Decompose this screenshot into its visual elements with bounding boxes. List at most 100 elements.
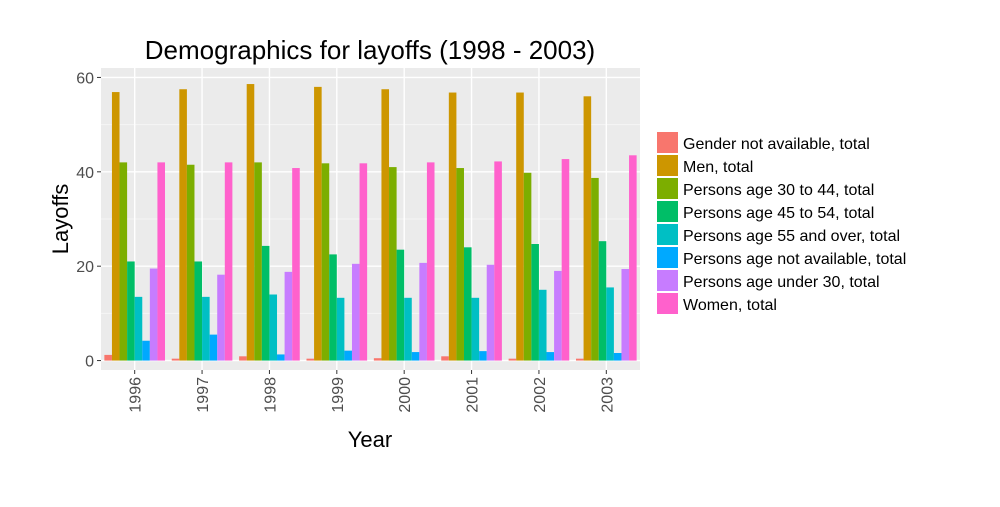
- bar: [389, 167, 397, 361]
- x-tick-label: 1998: [262, 377, 279, 413]
- y-axis-title: Layoffs: [48, 184, 73, 255]
- bar: [127, 261, 135, 361]
- bar: [246, 84, 255, 361]
- x-axis: 1996 1997 1998 1999 2000 2001 2002 2003: [128, 370, 616, 413]
- bar: [344, 350, 352, 361]
- bar: [621, 269, 630, 361]
- bar: [269, 294, 278, 361]
- bar: [224, 162, 233, 361]
- bar: [448, 92, 457, 361]
- bar: [314, 86, 322, 361]
- x-tick-label: 1999: [330, 377, 347, 413]
- y-tick-label: 0: [85, 354, 94, 371]
- bar: [613, 353, 622, 361]
- bar: [479, 351, 487, 361]
- y-axis: 0 20 40 60: [76, 70, 101, 371]
- bar: [202, 296, 210, 361]
- legend-label: Persons age 45 to 54, total: [683, 205, 874, 222]
- bar: [254, 162, 262, 361]
- bar: [463, 247, 472, 361]
- legend-key: [657, 293, 678, 314]
- legend-key: [657, 201, 678, 222]
- bar: [171, 358, 180, 361]
- legend-label: Persons age not available, total: [683, 251, 906, 268]
- bar: [351, 263, 360, 361]
- legend-key: [657, 178, 678, 199]
- bar: [142, 340, 150, 361]
- bar: [426, 162, 435, 361]
- bar: [239, 356, 247, 361]
- bar: [359, 163, 368, 361]
- bar: [329, 254, 337, 361]
- bar: [396, 249, 405, 361]
- bar: [494, 161, 502, 361]
- bar: [157, 162, 166, 361]
- bars: [104, 84, 637, 361]
- y-tick-label: 60: [76, 70, 94, 87]
- bar: [508, 358, 517, 361]
- bar: [486, 264, 495, 361]
- bar: [104, 354, 112, 361]
- bar: [606, 287, 614, 361]
- bar: [261, 245, 270, 361]
- bar: [554, 270, 562, 361]
- legend-label: Gender not available, total: [683, 136, 870, 153]
- x-tick-label: 2000: [397, 377, 414, 413]
- bar: [516, 92, 524, 361]
- x-tick-label: 1997: [195, 377, 212, 413]
- bar: [456, 168, 464, 361]
- bar: [598, 241, 607, 361]
- legend: Gender not available, total Men, total Per…: [657, 132, 906, 314]
- bar: [373, 358, 382, 361]
- x-axis-title: Year: [348, 427, 392, 452]
- legend-label: Men, total: [683, 159, 753, 176]
- bar: [306, 358, 315, 361]
- bar: [411, 352, 420, 361]
- legend-label: Persons age under 30, total: [683, 274, 880, 291]
- y-tick-label: 40: [76, 165, 94, 182]
- x-tick-label: 2002: [532, 377, 549, 413]
- bar: [538, 289, 547, 361]
- bar: [591, 177, 599, 361]
- bar: [292, 168, 300, 361]
- bar: [134, 296, 143, 361]
- bar: [284, 271, 293, 361]
- bar: [381, 89, 390, 361]
- bar: [119, 162, 128, 361]
- legend-label: Persons age 55 and over, total: [683, 228, 900, 245]
- bar: [179, 89, 187, 361]
- bar: [321, 163, 330, 361]
- legend-key: [657, 224, 678, 245]
- legend-key: [657, 247, 678, 268]
- chart-title: Demographics for layoffs (1998 - 2003): [145, 35, 595, 65]
- x-tick-label: 2003: [599, 377, 616, 413]
- bar: [471, 297, 480, 361]
- bar: [583, 96, 592, 361]
- bar: [277, 354, 285, 361]
- bar: [336, 297, 345, 361]
- bar: [531, 244, 539, 361]
- x-tick-label: 2001: [465, 377, 482, 413]
- bar: [111, 92, 120, 361]
- legend-label: Persons age 30 to 44, total: [683, 182, 874, 199]
- bar: [404, 297, 412, 361]
- legend-key: [657, 270, 678, 291]
- legend-label: Women, total: [683, 297, 777, 314]
- legend-key: [657, 155, 678, 176]
- y-tick-label: 20: [76, 259, 94, 276]
- bar: [546, 352, 555, 361]
- bar: [194, 261, 203, 361]
- bar: [441, 356, 449, 361]
- bar: [209, 334, 218, 361]
- x-tick-label: 1996: [128, 377, 145, 413]
- bar: [419, 262, 427, 361]
- bar: [575, 358, 584, 361]
- bar: [523, 172, 532, 361]
- bar: [217, 274, 225, 361]
- bar: [186, 164, 195, 361]
- bar: [561, 159, 570, 361]
- legend-key: [657, 132, 678, 153]
- bar: [629, 155, 637, 361]
- bar: [149, 268, 158, 361]
